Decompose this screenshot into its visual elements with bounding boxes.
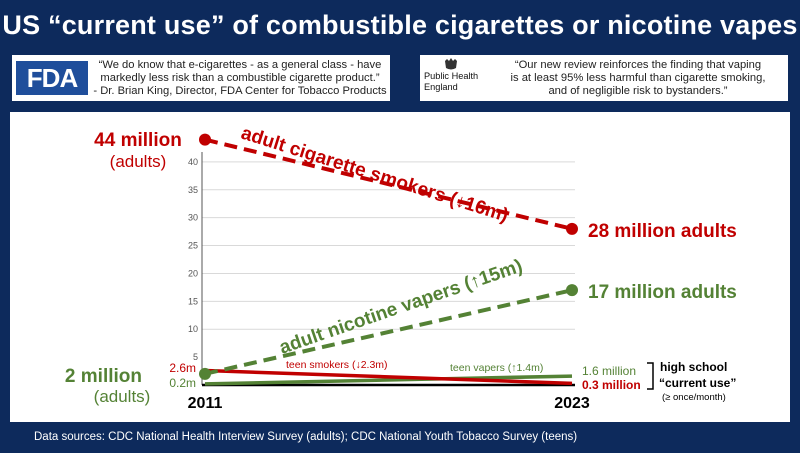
phe-logo: Public Health England	[424, 58, 488, 98]
y-tick-labels: 5 10 15 20 25 30 35 40	[188, 157, 198, 362]
phe-name-line: Public Health	[424, 71, 479, 81]
chart-panel: 5 10 15 20 25 30 35 40 2011 2023 44 million (ad…	[10, 112, 790, 422]
smokers-start-sublabel: (adults)	[110, 152, 167, 171]
frequency-label: (≥ once/month)	[662, 392, 726, 403]
y-tick-label: 10	[188, 324, 198, 334]
y-tick-label: 15	[188, 296, 198, 306]
line-chart: 5 10 15 20 25 30 35 40 2011 2023 44 million (ad…	[65, 123, 737, 412]
data-point-1-0	[199, 367, 211, 380]
series-label-adult-vapers: adult nicotine vapers (↑15m)	[277, 256, 525, 359]
y-tick-label: 20	[188, 268, 198, 278]
data-sources-footer: Data sources: CDC National Health Interv…	[34, 431, 578, 443]
smokers-start-label: 44 million	[94, 130, 182, 151]
phe-quote-box: Public Health England “Our new review re…	[420, 55, 788, 101]
fda-logo: FDA	[16, 61, 88, 95]
vapers-end-label: 17 million adults	[588, 282, 737, 303]
vapers-start-sublabel: (adults)	[94, 387, 151, 406]
series-line-3	[204, 374, 573, 386]
series-label-teen-vapers: teen vapers (↑1.4m)	[450, 362, 543, 374]
y-tick-label: 30	[188, 213, 198, 223]
page-title: US “current use” of combustible cigarett…	[2, 10, 798, 40]
crest-icon	[445, 58, 457, 70]
teen-vapers-end-label: 1.6 million	[582, 364, 636, 378]
phe-name-line: England	[424, 82, 458, 92]
data-point-1-1	[566, 284, 578, 297]
phe-quote-line: “Our new review reinforces the finding t…	[514, 59, 762, 71]
high-school-bracket	[647, 362, 654, 390]
smokers-end-label: 28 million adults	[588, 221, 737, 242]
y-tick-label: 5	[193, 352, 198, 362]
grid	[202, 161, 575, 330]
current-use-label: “current use”	[659, 376, 736, 390]
fda-quote-attribution: - Dr. Brian King, Director, FDA Center f…	[93, 85, 387, 97]
vapers-start-label: 2 million	[65, 366, 142, 387]
series-line-2	[204, 368, 573, 386]
teen-vapers-start-label: 0.2m	[169, 376, 196, 390]
series	[199, 133, 578, 386]
y-tick-label: 35	[188, 185, 198, 195]
fda-quote-line: markedly less risk than a combustible ci…	[100, 72, 380, 84]
teen-smokers-end-label: 0.3 million	[582, 378, 641, 392]
fda-quote: “We do know that e-cigarettes - as a gen…	[92, 59, 388, 98]
data-point-0-1	[566, 222, 578, 235]
phe-quote-line: is at least 95% less harmful than cigare…	[510, 72, 766, 84]
y-tick-label: 25	[188, 241, 198, 251]
x-tick-2011: 2011	[188, 395, 223, 412]
y-tick-label: 40	[188, 157, 198, 167]
phe-quote: “Our new review reinforces the finding t…	[490, 59, 786, 98]
x-tick-2023: 2023	[554, 395, 590, 412]
phe-name: Public Health England	[424, 71, 488, 93]
series-label-teen-smokers: teen smokers (↓2.3m)	[286, 359, 388, 371]
phe-quote-line: and of negligible risk to bystanders.”	[548, 85, 728, 97]
series-line-1	[204, 288, 573, 376]
teen-smokers-start-label: 2.6m	[169, 361, 196, 375]
series-line-0	[204, 137, 573, 231]
high-school-label: high school	[660, 360, 727, 374]
series-label-adult-smokers: adult cigarette smokers (↓16m)	[238, 123, 510, 227]
fda-quote-line: “We do know that e-cigarettes - as a gen…	[98, 59, 382, 71]
data-point-0-0	[199, 133, 211, 146]
fda-quote-box: FDA “We do know that e-cigarettes - as a…	[12, 55, 390, 101]
